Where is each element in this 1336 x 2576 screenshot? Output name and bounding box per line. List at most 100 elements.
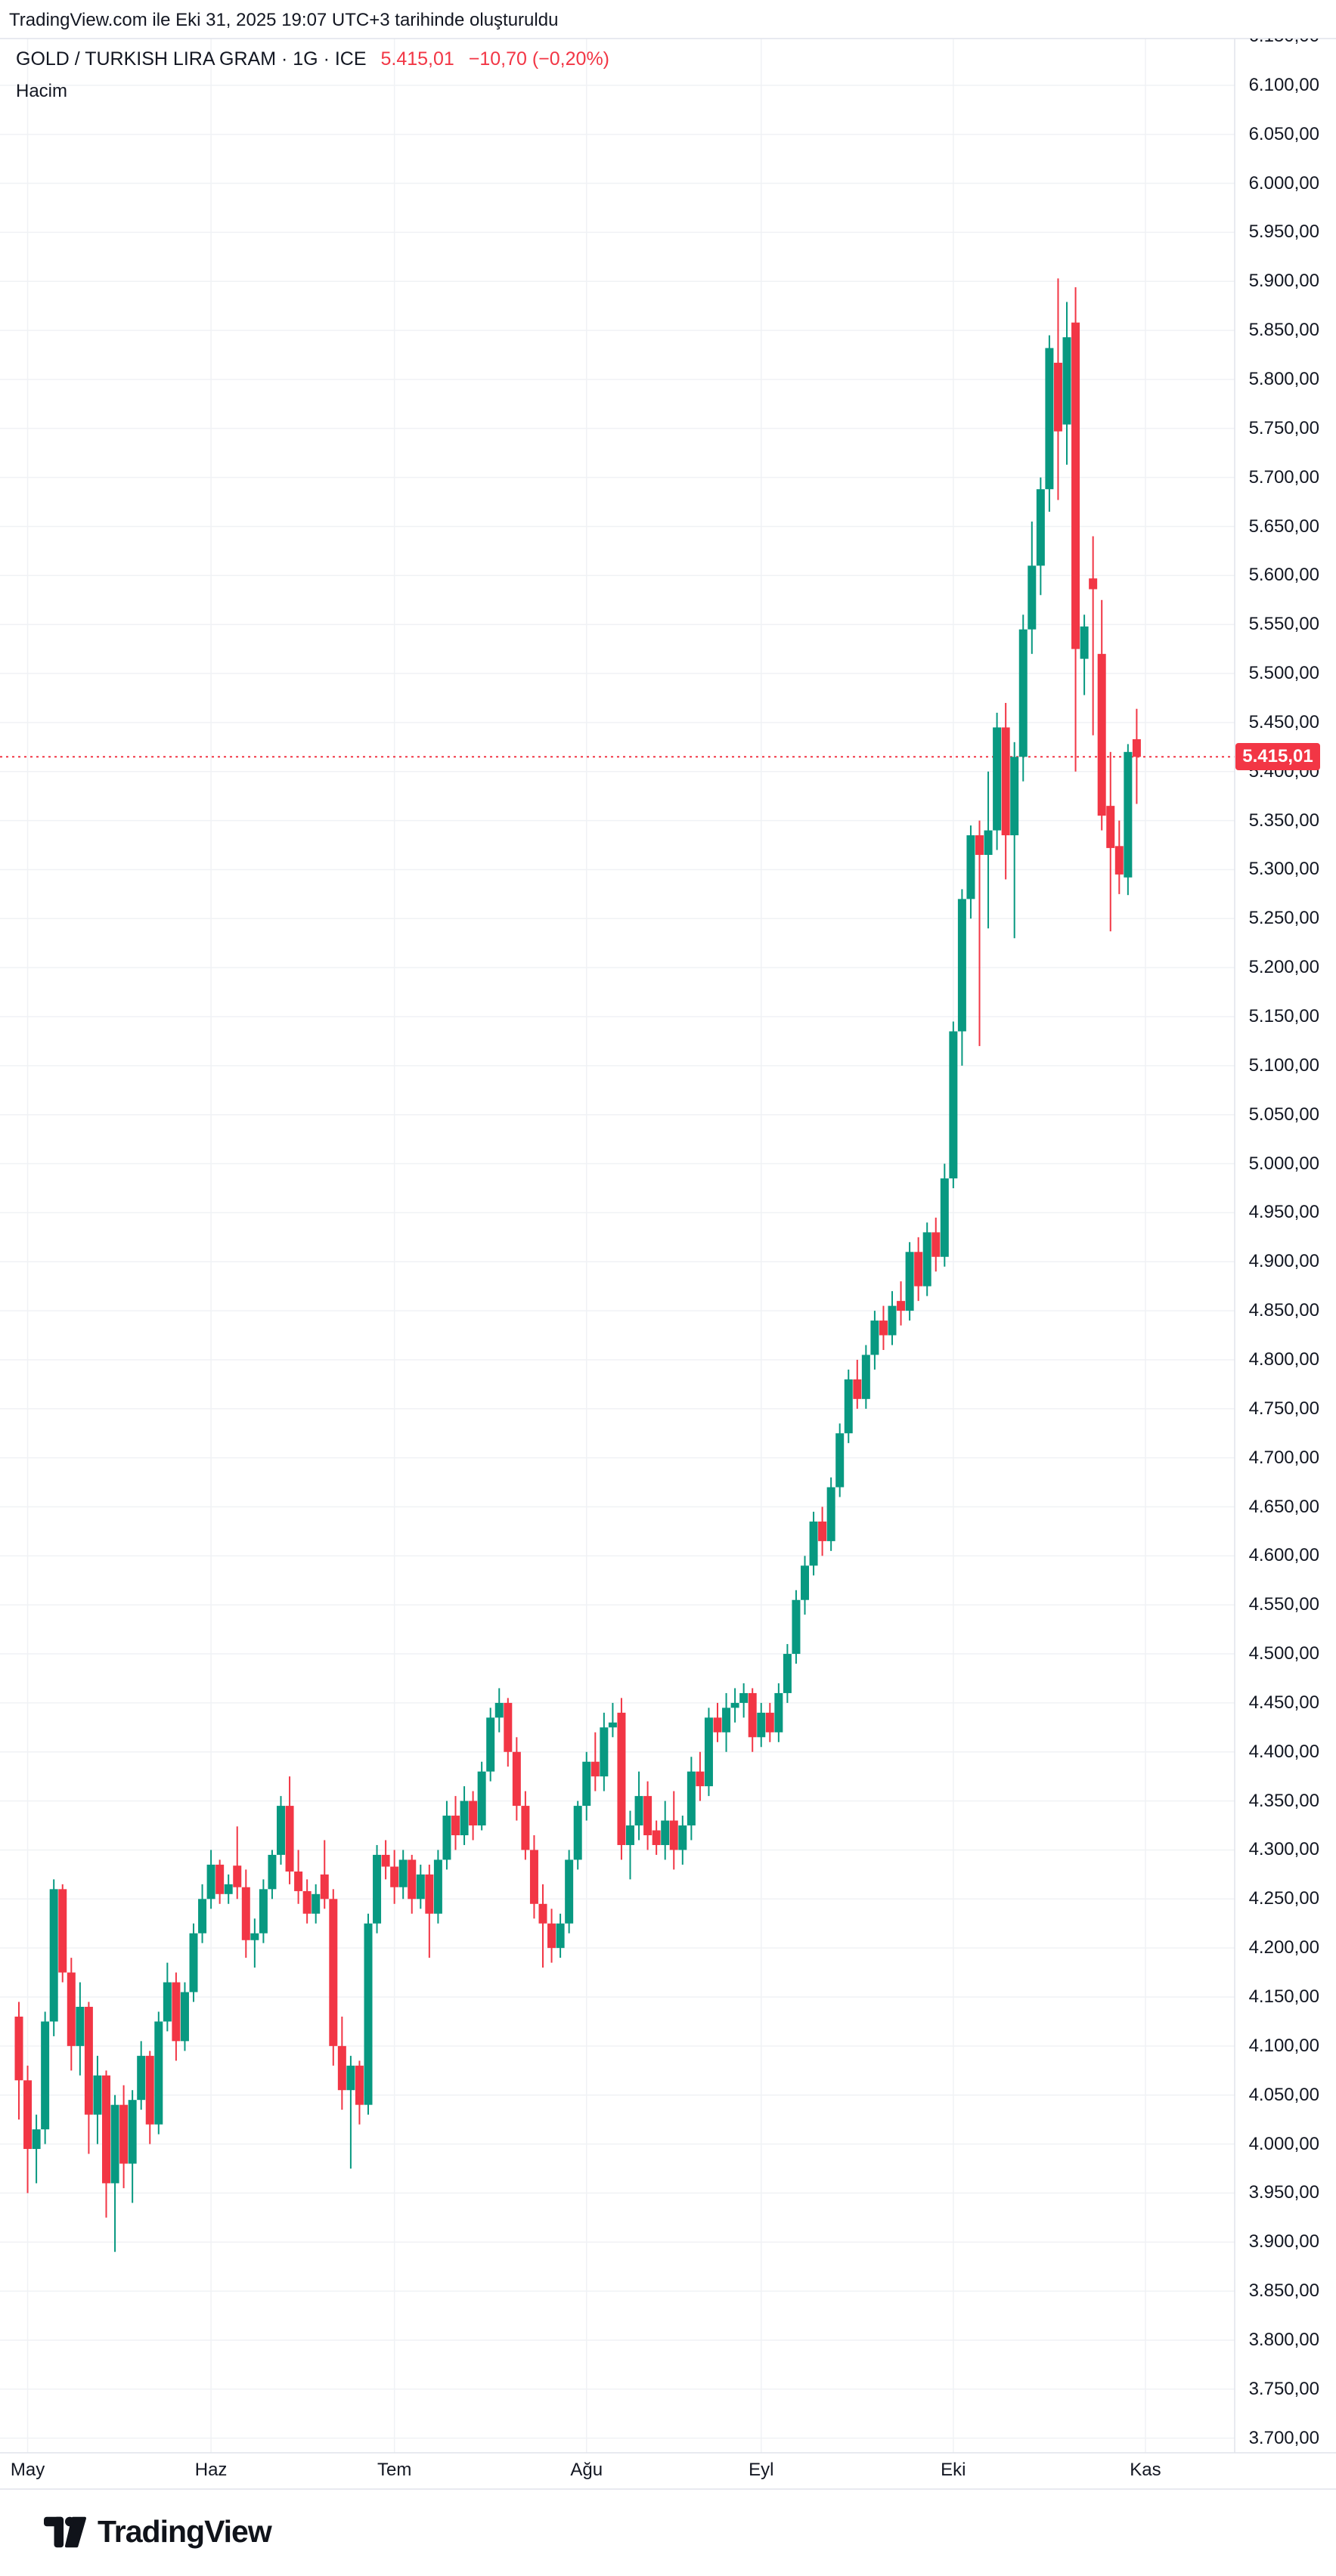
candle — [940, 1163, 949, 1267]
price-axis-label: 5.850,00 — [1248, 320, 1319, 341]
candle — [957, 889, 966, 1066]
candle — [853, 1359, 862, 1409]
candle — [494, 1688, 504, 1732]
candle — [826, 1477, 835, 1551]
candle — [582, 1751, 591, 1821]
candle — [1106, 751, 1115, 932]
time-axis-label: Haz — [194, 2460, 228, 2480]
candle — [346, 2055, 355, 2169]
candle — [233, 1826, 242, 1899]
candle — [765, 1702, 774, 1742]
candle — [337, 2016, 346, 2110]
candle — [215, 1859, 225, 1904]
candle — [504, 1698, 513, 1767]
candle — [861, 1345, 870, 1409]
price-axis-label: 3.900,00 — [1248, 2231, 1319, 2252]
candle — [704, 1708, 713, 1797]
price-axis-label: 4.800,00 — [1248, 1348, 1319, 1370]
candle — [93, 2055, 102, 2144]
candle — [914, 1237, 923, 1302]
current-price-badge: 5.415,01 — [1235, 743, 1320, 771]
candle — [801, 1556, 809, 1615]
candle — [897, 1281, 906, 1326]
candle — [381, 1840, 390, 1880]
candle — [110, 2095, 119, 2252]
candle — [1080, 615, 1089, 695]
price-axis-label: 3.800,00 — [1248, 2329, 1319, 2350]
candle — [477, 1761, 486, 1831]
price-axis-label: 4.450,00 — [1248, 1692, 1319, 1713]
candle — [993, 712, 1002, 850]
candle — [355, 2060, 364, 2125]
candle — [696, 1751, 705, 1801]
candle — [792, 1590, 801, 1664]
candle — [49, 1879, 58, 2036]
candle — [206, 1850, 215, 1909]
candle — [1018, 615, 1028, 782]
tradingview-logo-icon — [44, 2516, 86, 2547]
price-axis-label: 5.250,00 — [1248, 908, 1319, 929]
candle — [425, 1864, 434, 1958]
time-axis-label: Tem — [377, 2460, 412, 2480]
price-axis-label: 4.550,00 — [1248, 1594, 1319, 1615]
candle — [433, 1850, 442, 1924]
candle — [1053, 278, 1062, 500]
candle — [442, 1800, 451, 1870]
candle — [250, 1918, 259, 1968]
candle — [565, 1850, 574, 1934]
chart-legend: GOLD / TURKISH LIRA GRAM · 1G · ICE 5.41… — [16, 47, 609, 103]
price-axis-label: 4.600,00 — [1248, 1545, 1319, 1566]
price-axis-label: 4.350,00 — [1248, 1790, 1319, 1811]
candle — [643, 1781, 653, 1850]
candle — [730, 1688, 739, 1723]
price-axis-label: 5.500,00 — [1248, 663, 1319, 684]
candlestick-series — [14, 278, 1141, 2252]
candle — [529, 1834, 538, 1919]
candle — [119, 2085, 129, 2188]
price-axis-label: 4.950,00 — [1248, 1202, 1319, 1223]
candle — [312, 1884, 321, 1924]
price-axis-label: 4.500,00 — [1248, 1643, 1319, 1664]
candle — [678, 1816, 687, 1865]
price-axis-label: 5.350,00 — [1248, 810, 1319, 831]
candle — [888, 1291, 897, 1345]
tradingview-logo[interactable]: TradingView — [44, 2514, 272, 2550]
price-axis-label: 5.000,00 — [1248, 1153, 1319, 1174]
candle — [1062, 302, 1071, 465]
price-axis-label: 4.050,00 — [1248, 2084, 1319, 2105]
price-axis-label: 5.650,00 — [1248, 516, 1319, 537]
price-axis-label: 5.050,00 — [1248, 1104, 1319, 1125]
candle — [538, 1884, 547, 1968]
price-axis-label: 6.150,00 — [1235, 39, 1336, 47]
candle — [556, 1913, 565, 1958]
candle — [469, 1791, 478, 1841]
candle — [687, 1757, 696, 1841]
price-axis-label: 4.000,00 — [1248, 2133, 1319, 2154]
candle — [1036, 477, 1045, 596]
time-axis-label: May — [10, 2460, 45, 2480]
time-axis[interactable]: May Haz Tem Ağu Eyl Eki Kas — [0, 2453, 1336, 2489]
time-axis-label: Kas — [1130, 2460, 1161, 2480]
price-axis-label: 4.250,00 — [1248, 1888, 1319, 1909]
candle — [416, 1864, 425, 1909]
candle — [373, 1844, 382, 1934]
volume-indicator-label: Hacim — [16, 81, 68, 101]
candle — [41, 2011, 50, 2144]
candle — [608, 1702, 617, 1738]
candle — [573, 1800, 582, 1870]
candle — [879, 1305, 888, 1350]
candle — [739, 1683, 749, 1718]
price-axis-label: 4.750,00 — [1248, 1398, 1319, 1419]
price-axis-label: 5.800,00 — [1248, 368, 1319, 389]
price-axis[interactable]: 6.150,00 6.100,00 6.050,00 6.000,00 5.950,00… — [1235, 39, 1336, 2453]
symbol-title: GOLD / TURKISH LIRA GRAM · 1G · ICE — [16, 48, 367, 70]
candle — [398, 1850, 408, 1899]
candle — [818, 1506, 827, 1556]
candle — [1114, 820, 1124, 894]
price-axis-label: 5.150,00 — [1248, 1006, 1319, 1026]
candle — [390, 1850, 399, 1904]
candle — [521, 1791, 530, 1860]
candle — [1071, 287, 1080, 772]
attribution-text: TradingView.com ile Eki 31, 2025 19:07 U… — [9, 10, 559, 30]
